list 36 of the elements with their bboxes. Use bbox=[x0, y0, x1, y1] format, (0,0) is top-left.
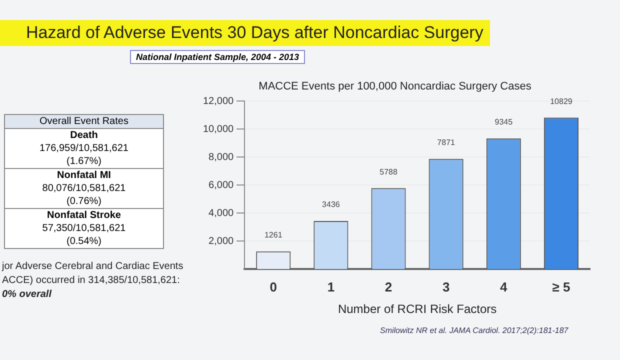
x-tick-label: ≥ 5 bbox=[552, 279, 570, 294]
text: Nonfatal Stroke bbox=[46, 209, 122, 222]
y-tick-label: 8,000 bbox=[208, 152, 234, 163]
text: jor Adverse Cerebral and Cardiac Events bbox=[2, 260, 184, 274]
x-tick-label: 2 bbox=[384, 279, 392, 294]
text: Death bbox=[69, 129, 99, 142]
data-label: 9345 bbox=[494, 118, 514, 127]
x-tick-label: 3 bbox=[442, 279, 450, 294]
data-label: 5788 bbox=[380, 167, 398, 176]
chart-subtitle: MACCE Events per 100,000 Noncardiac Surgery Cases bbox=[258, 80, 532, 93]
text: (0.54%) bbox=[65, 235, 102, 248]
text: (0.76%) bbox=[65, 195, 102, 208]
text: Overall Event Rates bbox=[4, 114, 164, 129]
y-tick-label: 6,000 bbox=[208, 180, 234, 191]
x-tick-label: 1 bbox=[327, 279, 335, 294]
text: Nonfatal MI bbox=[56, 169, 112, 182]
text: ACCE) occurred in 314,385/10,581,621: bbox=[2, 274, 181, 288]
y-tick-label: 4,000 bbox=[208, 208, 234, 219]
y-tick-label: 10,000 bbox=[202, 124, 234, 135]
text: Smilowitz NR et al. JAMA Cardiol. 2017;2(2):181-187 bbox=[380, 326, 568, 335]
text: 176,959/10,581,621 bbox=[38, 142, 130, 155]
chart-title: Hazard of Adverse Events 30 Days after Noncardiac Surgery bbox=[26, 23, 484, 43]
data-label: 10829 bbox=[550, 96, 573, 106]
data-label: 1261 bbox=[264, 230, 283, 240]
x-tick-label: 0 bbox=[270, 279, 277, 294]
y-tick-label: 2,000 bbox=[208, 236, 234, 247]
text: 80,076/10,581,621 bbox=[41, 182, 127, 195]
text: 57,350/10,581,621 bbox=[41, 222, 127, 235]
data-label: 3436 bbox=[322, 200, 340, 210]
text: 0% overall bbox=[2, 288, 53, 302]
text: National Inpatient Sample, 2004 - 2013 bbox=[130, 50, 306, 64]
data-label: 7871 bbox=[437, 138, 456, 148]
y-tick-label: 12,000 bbox=[202, 96, 234, 107]
text: (1.67%) bbox=[65, 155, 102, 168]
x-tick-label: 4 bbox=[500, 279, 508, 294]
x-axis-title: Number of RCRI Risk Factors bbox=[338, 302, 497, 316]
